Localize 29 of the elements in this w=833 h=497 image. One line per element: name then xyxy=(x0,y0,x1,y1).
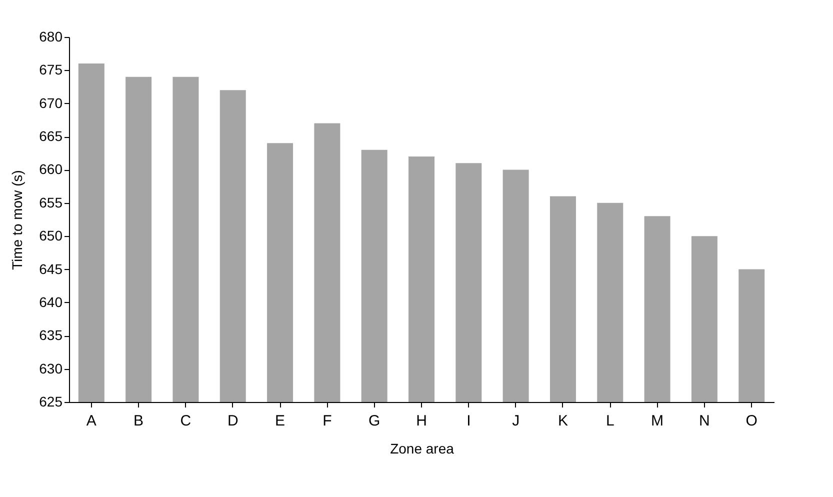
x-tick-label: M xyxy=(651,412,664,430)
y-tick-label: 665 xyxy=(39,128,63,144)
x-tick-label: B xyxy=(134,412,144,430)
y-tick-label: 655 xyxy=(39,194,63,210)
y-tick-label: 670 xyxy=(39,94,63,111)
x-tick-label: C xyxy=(180,412,192,430)
y-tick-label: 675 xyxy=(39,62,63,78)
y-tick-label: 630 xyxy=(39,360,63,376)
y-tick-label: 640 xyxy=(39,294,63,310)
x-tick-label: H xyxy=(416,412,427,430)
x-tick-label: N xyxy=(699,412,710,430)
y-tick-label: 660 xyxy=(39,161,63,178)
x-tick-label: O xyxy=(746,412,758,430)
x-tick-label: F xyxy=(322,412,332,430)
y-axis-title: Time to mow (s) xyxy=(9,170,26,270)
y-tick-label: 680 xyxy=(39,28,63,44)
x-axis-title: Zone area xyxy=(390,440,454,456)
y-tick-label: 650 xyxy=(39,228,63,244)
x-tick-label: L xyxy=(606,412,614,430)
x-tick-label: E xyxy=(275,412,286,430)
x-tick-label: A xyxy=(86,412,96,430)
y-tick-label: 635 xyxy=(39,327,63,344)
y-tick-label: 645 xyxy=(39,260,63,277)
x-tick-label: K xyxy=(558,412,568,430)
x-tick-label: D xyxy=(227,412,238,430)
y-tick-label: 625 xyxy=(39,394,63,410)
x-tick-label: I xyxy=(466,412,471,430)
x-tick-label: G xyxy=(368,412,380,430)
x-tick-label: J xyxy=(512,412,520,430)
